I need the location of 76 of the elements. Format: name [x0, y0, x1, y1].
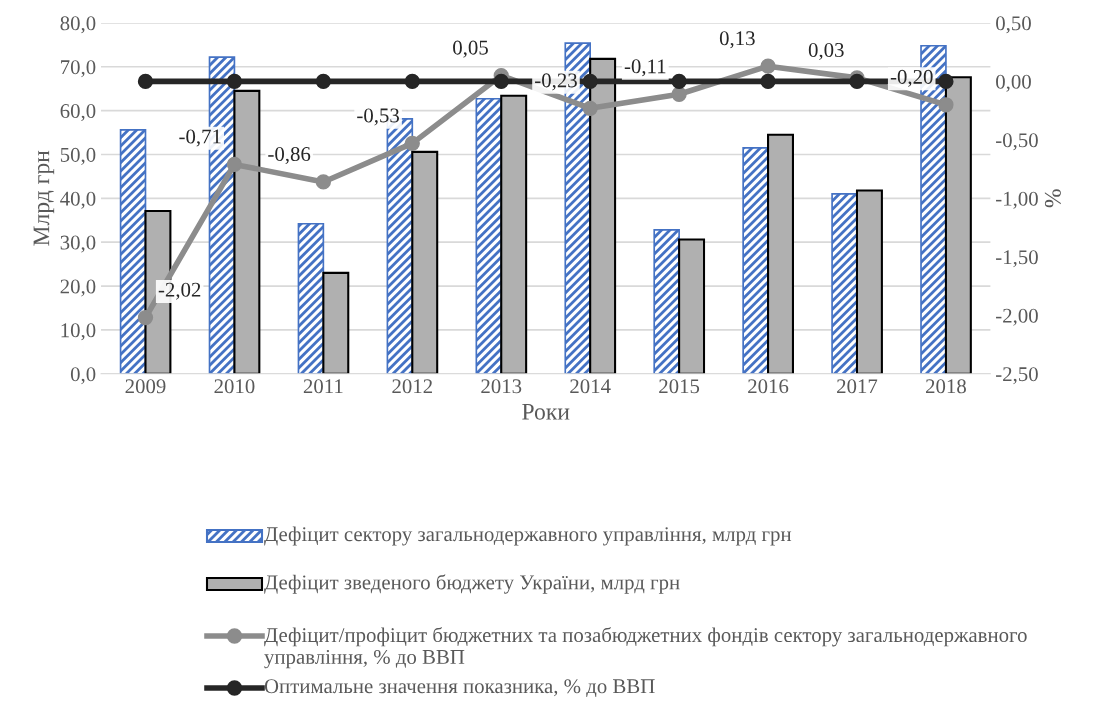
bar: [831, 193, 858, 374]
data-label: -0,71: [179, 129, 221, 147]
point: [137, 73, 154, 90]
data-label: -0,86: [268, 147, 311, 165]
y-tick-label: 30,0: [60, 235, 96, 253]
point: [671, 73, 687, 90]
x-tick-label: 2015: [659, 379, 700, 394]
data-label: 0,03: [808, 42, 844, 60]
y2-tick-label: -1,00: [996, 191, 1038, 209]
point: [137, 309, 154, 326]
point: [582, 73, 598, 90]
bar: [944, 76, 972, 374]
point: [671, 86, 687, 102]
y-tick-label: 20,0: [60, 279, 96, 297]
y2-tick-label: -2,50: [996, 367, 1038, 385]
bar: [297, 222, 325, 374]
point: [938, 73, 954, 90]
bar: [678, 238, 706, 374]
bar: [233, 89, 261, 374]
data-label: -0,53: [357, 108, 399, 126]
y-tick-label: 70,0: [61, 60, 96, 78]
point: [582, 100, 598, 116]
data-label: 0,13: [719, 31, 755, 49]
data-label: -2,02: [158, 282, 201, 300]
x-tick-label: 2011: [303, 379, 343, 394]
bar: [742, 147, 769, 374]
x-tick-label: 2014: [570, 379, 611, 394]
legend-label: Дефіцит зведеного бюджету України, млрд грн: [264, 574, 680, 594]
data-label: -0,20: [890, 69, 933, 87]
bar: [589, 57, 617, 374]
point: [849, 73, 865, 90]
x-tick-label: 2009: [125, 379, 166, 394]
x-tick-label: 2010: [214, 379, 255, 394]
y2-axis-title: %: [1044, 189, 1061, 208]
y-tick-label: 10,0: [61, 323, 96, 341]
bar: [500, 94, 528, 374]
point: [315, 73, 332, 90]
x-tick-label: 2018: [926, 379, 966, 394]
data-label: -0,23: [535, 73, 577, 91]
y2-tick-label: 0,50: [996, 16, 1031, 34]
x-axis-title: Роки: [522, 403, 570, 420]
point: [938, 97, 954, 113]
y2-tick-label: -2,00: [996, 308, 1038, 326]
bar: [411, 150, 439, 374]
point: [226, 156, 243, 173]
legend-label: Дефіцит сектору загальнодержавного управління, млрд грн: [264, 526, 792, 546]
data-label: -0,11: [624, 59, 666, 77]
bar: [119, 129, 147, 374]
y2-tick-label: -0,50: [996, 133, 1038, 151]
x-tick-label: 2013: [481, 379, 522, 394]
legend-label: Оптимальне значення показника, % до ВВП: [264, 679, 655, 698]
bar: [322, 271, 350, 374]
point: [404, 73, 420, 90]
y-tick-label: 80,0: [60, 16, 96, 34]
x-tick-label: 2016: [748, 379, 789, 394]
y2-tick-label: 0,00: [996, 74, 1031, 92]
y-tick-label: 60,0: [60, 104, 96, 122]
bar: [855, 189, 883, 374]
bar: [767, 133, 794, 374]
data-label: 0,05: [453, 40, 488, 58]
legend-label: Дефіцит/профіцит бюджетних та позабюджетних фондів сектору загальнодержавного управління, % до ВВП: [264, 627, 1027, 669]
y-tick-label: 0,0: [70, 367, 96, 385]
point: [315, 174, 332, 190]
y-tick-label: 50,0: [60, 147, 96, 165]
point: [226, 73, 243, 90]
bar: [475, 97, 503, 374]
point: [760, 73, 776, 90]
point: [760, 58, 776, 74]
bar: [653, 229, 680, 374]
y-tick-label: 40,0: [60, 191, 96, 209]
point: [404, 135, 420, 152]
x-tick-label: 2017: [837, 379, 878, 394]
x-tick-label: 2012: [392, 379, 432, 394]
point: [493, 73, 509, 90]
y-axis-title: Млрд грн: [33, 150, 55, 246]
y2-tick-label: -1,50: [996, 250, 1038, 268]
